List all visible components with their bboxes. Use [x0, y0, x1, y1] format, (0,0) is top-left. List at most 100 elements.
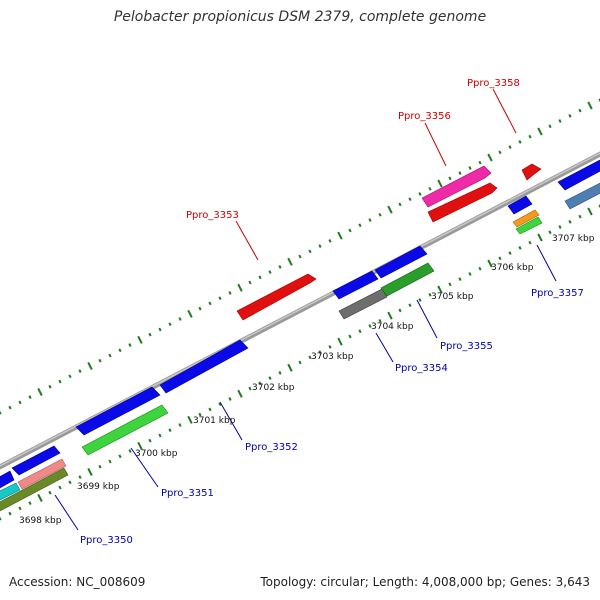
- tick-mark: [237, 283, 243, 292]
- gene-label-ppro_3357[interactable]: Ppro_3357: [531, 288, 584, 299]
- gene-ppro_3354-blue[interactable]: [332, 270, 379, 300]
- tick-mark: [58, 379, 62, 384]
- tick-mark: [578, 214, 582, 219]
- gene-ppro_3357-blue[interactable]: [507, 195, 533, 215]
- kbp-labels: 3698 kbp 3699 kbp 3700 kbp 3701 kbp 3702…: [19, 234, 595, 526]
- tick-mark: [87, 467, 93, 476]
- gene-salmon[interactable]: [17, 458, 67, 490]
- tick-mark: [528, 240, 532, 245]
- tick-mark: [318, 350, 322, 354]
- kbp-label: 3701 kbp: [193, 416, 236, 426]
- tick-mark: [18, 400, 22, 405]
- tick-mark: [518, 246, 522, 250]
- tick-mark: [368, 324, 372, 328]
- tick-mark: [468, 272, 472, 276]
- kbp-label: 3704 kbp: [371, 322, 414, 332]
- kbp-label: 3706 kbp: [491, 263, 534, 273]
- tick-mark: [328, 345, 332, 349]
- tick-mark: [278, 371, 282, 375]
- gene-label-ppro_3354[interactable]: Ppro_3354: [395, 363, 448, 374]
- tick-mark: [337, 231, 343, 240]
- tick-mark: [0, 516, 2, 521]
- tick-mark: [78, 475, 82, 479]
- gene-label-ppro_3350[interactable]: Ppro_3350: [80, 535, 133, 546]
- gene-ppro_3358[interactable]: [521, 163, 542, 181]
- tick-mark: [68, 480, 72, 485]
- gene-ppro_3351-green[interactable]: [81, 404, 169, 456]
- tick-mark: [8, 511, 12, 516]
- gene-label-ppro_3353[interactable]: Ppro_3353: [186, 210, 239, 221]
- gene-ppro_3350-blue[interactable]: [11, 445, 61, 476]
- gene-ppro_3351-blue[interactable]: [75, 386, 161, 436]
- tick-mark: [258, 381, 262, 386]
- tick-mark: [118, 348, 122, 353]
- gene-right-blue[interactable]: [557, 159, 600, 191]
- tick-mark: [478, 266, 482, 271]
- tick-mark: [437, 179, 443, 188]
- tick-mark: [478, 160, 482, 165]
- tick-mark: [98, 358, 102, 363]
- gene-left-blue-a[interactable]: [0, 470, 15, 489]
- gene-ppro_3353[interactable]: [236, 273, 317, 321]
- gene-ppro_3352[interactable]: [159, 339, 249, 394]
- gene-label-ppro_3352[interactable]: Ppro_3352: [245, 442, 298, 453]
- tick-mark: [328, 239, 332, 243]
- tick-mark: [158, 327, 162, 332]
- gene-ppro_3354-grey[interactable]: [338, 288, 388, 320]
- tick-mark: [198, 306, 202, 311]
- gene-ppro_3356-pink[interactable]: [421, 165, 492, 208]
- tick-mark: [508, 145, 512, 149]
- tick-mark: [398, 202, 402, 207]
- gene-olive[interactable]: [0, 467, 69, 512]
- accession-text: Accession: NC_008609: [9, 575, 146, 589]
- tick-mark: [278, 265, 282, 269]
- gene-ppro_3357-orange[interactable]: [512, 209, 540, 228]
- tick-mark: [178, 317, 182, 321]
- tick-mark: [268, 270, 272, 274]
- tick-mark: [168, 428, 172, 433]
- gene-label-ppro_3355[interactable]: Ppro_3355: [440, 341, 493, 352]
- tick-mark: [37, 493, 43, 502]
- map-title: Pelobacter propionicus DSM 2379, complet…: [113, 9, 487, 25]
- kbp-label: 3698 kbp: [19, 516, 62, 526]
- tick-mark: [258, 275, 262, 280]
- gene-label-ppro_3358[interactable]: Ppro_3358: [467, 78, 520, 89]
- tick-mark: [487, 259, 493, 268]
- gene-right-steel[interactable]: [564, 180, 600, 210]
- tick-mark: [168, 322, 172, 327]
- tick-mark: [198, 412, 202, 417]
- tick-mark: [148, 332, 152, 337]
- tick-mark: [187, 415, 193, 424]
- tick-mark: [118, 454, 122, 459]
- gene-ppro_3355-green[interactable]: [380, 262, 435, 297]
- gene-label-ppro_3356[interactable]: Ppro_3356: [398, 111, 451, 122]
- tick-mark: [308, 249, 312, 254]
- tick-mark: [368, 218, 372, 222]
- kbp-label: 3707 kbp: [552, 234, 595, 244]
- tick-mark: [137, 335, 143, 344]
- tick-mark: [308, 355, 312, 360]
- tick-mark: [128, 449, 132, 453]
- tick-mark: [387, 311, 393, 320]
- tick-mark: [298, 360, 302, 365]
- gene-ppro_3356-red[interactable]: [427, 182, 498, 223]
- tick-mark: [48, 384, 52, 389]
- gene-cyan[interactable]: [0, 482, 21, 501]
- tick-mark: [348, 228, 352, 233]
- gene-label-ppro_3351[interactable]: Ppro_3351: [161, 488, 214, 499]
- tick-mark: [428, 186, 432, 191]
- tick-mark: [87, 361, 93, 370]
- tick-mark: [228, 291, 232, 295]
- tick-mark: [408, 197, 412, 202]
- tick-mark: [337, 337, 343, 346]
- gene-ppro_3357-green[interactable]: [515, 216, 543, 235]
- tick-mark: [358, 223, 362, 228]
- tick-mark: [418, 192, 422, 196]
- tick-mark: [0, 410, 2, 415]
- tick-mark: [537, 233, 543, 242]
- tick-mark: [498, 256, 502, 261]
- gene-ppro_3355-blue[interactable]: [374, 245, 428, 279]
- kbp-label: 3705 kbp: [431, 292, 474, 302]
